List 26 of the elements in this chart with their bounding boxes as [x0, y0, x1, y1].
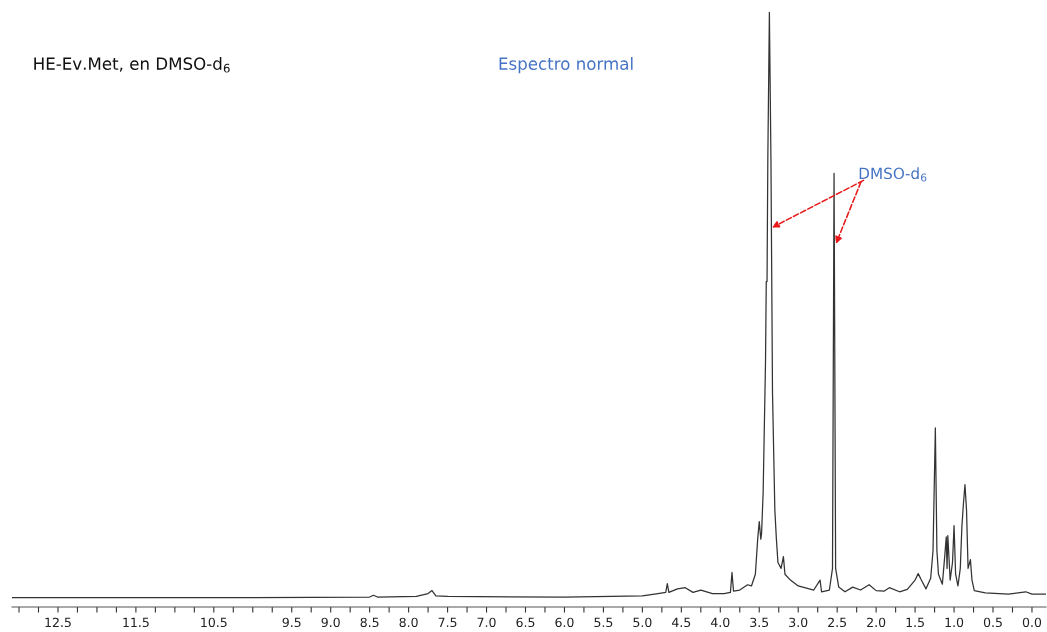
x-tick-label: 6.0 — [555, 617, 574, 628]
x-tick-label: 9.5 — [282, 617, 301, 628]
x-tick-label: 12.5 — [45, 617, 71, 628]
x-tick-label: 4.5 — [672, 617, 691, 628]
x-tick-label: 1.5 — [906, 617, 924, 628]
x-tick-label: 11.5 — [123, 617, 149, 628]
x-tick-label: 4.0 — [710, 617, 730, 628]
x-tick-label: 0.0 — [1022, 617, 1042, 628]
x-tick-label: 8.0 — [399, 617, 418, 628]
x-tick-label: 3.0 — [789, 617, 808, 628]
annotation: DMSO-d$_{6}$ — [859, 167, 927, 182]
x-tick-label: 2.5 — [828, 617, 847, 628]
x-tick-label: 5.5 — [594, 617, 613, 628]
x-tick-label: 7.5 — [438, 617, 457, 628]
x-tick-label: 3.5 — [750, 617, 769, 628]
annotation: Espectro normal — [499, 57, 633, 74]
x-tick-label: 0.5 — [983, 617, 1002, 628]
x-tick-label: 5.0 — [633, 617, 652, 628]
text: HE-Ev.Met, en DMSO-d$_{6}$ — [34, 57, 230, 73]
x-tick-label: 6.5 — [516, 617, 535, 628]
x-tick-label: 10.5 — [201, 617, 227, 628]
x-tick-label: 8.5 — [360, 617, 379, 628]
x-tick-label: 1.0 — [945, 617, 964, 628]
x-tick-label: 7.0 — [477, 617, 496, 628]
x-tick-label: 9.0 — [321, 617, 340, 628]
x-tick-label: 2.0 — [867, 617, 886, 628]
